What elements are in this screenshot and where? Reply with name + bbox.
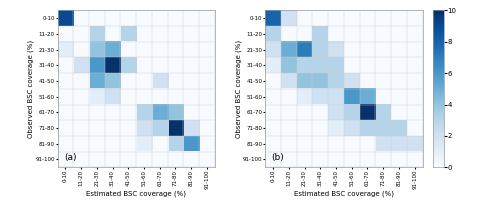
X-axis label: Estimated BSC coverage (%): Estimated BSC coverage (%) (86, 191, 186, 197)
Text: (a): (a) (64, 153, 76, 163)
Y-axis label: Observed BSC coverage (%): Observed BSC coverage (%) (28, 40, 34, 138)
Y-axis label: Observed BSC coverage (%): Observed BSC coverage (%) (235, 40, 242, 138)
Text: (b): (b) (272, 153, 284, 163)
X-axis label: Estimated BSC coverage (%): Estimated BSC coverage (%) (294, 191, 394, 197)
